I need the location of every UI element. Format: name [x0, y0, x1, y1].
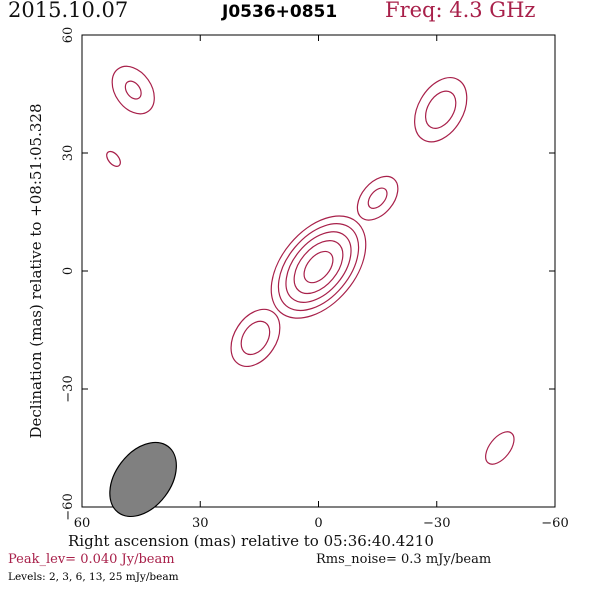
component-NW-mid: [356, 175, 399, 221]
component-NW-far: [414, 77, 468, 143]
contour-ring: [356, 175, 399, 221]
rms-noise: Rms_noise= 0.3 mJy/beam: [316, 552, 492, 567]
y-tick-label: −30: [61, 375, 76, 402]
contour-levels: Levels: 2, 3, 6, 13, 25 mJy/beam: [8, 571, 179, 583]
x-tick-label: 60: [74, 516, 91, 531]
y-tick-label: 0: [61, 267, 76, 275]
contour-ring: [293, 240, 344, 295]
contour-ring: [485, 431, 515, 465]
contour-ring: [240, 320, 271, 356]
component-core: [270, 215, 367, 319]
contour-ring: [424, 90, 457, 129]
contour-ring: [414, 77, 468, 143]
y-tick-label: −60: [61, 493, 76, 520]
x-tick-label: 30: [192, 516, 209, 531]
y-tick-label: 60: [61, 27, 76, 44]
contour-ring: [124, 80, 142, 100]
beam-ellipse: [109, 441, 177, 518]
peak-level: Peak_lev= 0.040 Jy/beam: [8, 552, 175, 567]
contour-ring: [277, 223, 360, 312]
contour-layer: [106, 65, 515, 465]
observation-date: 2015.10.07: [8, 0, 129, 22]
contour-ring: [111, 65, 155, 115]
source-name: J0536+0851: [222, 2, 338, 22]
x-tick-label: −60: [541, 516, 568, 531]
contour-ring: [285, 231, 352, 303]
component-NE-jet-far: [111, 65, 155, 115]
x-axis-label: Right ascension (mas) relative to 05:36:…: [68, 532, 434, 550]
frequency-label: Freq: 4.3 GHz: [385, 0, 536, 22]
y-tick-label: 30: [61, 145, 76, 162]
contour-ring: [367, 187, 388, 209]
axis-ticks: 60 30 0 −30 −60 −60 −30 0 30 60: [61, 27, 569, 531]
x-tick-label: −30: [423, 516, 450, 531]
component-SW-far: [485, 431, 515, 465]
beam-layer: [109, 441, 177, 518]
component-NE-small: [106, 150, 121, 167]
contour-ring: [270, 215, 367, 319]
x-tick-label: 0: [314, 516, 322, 531]
y-axis-label: Declination (mas) relative to +08:51:05.…: [27, 103, 45, 438]
contour-ring: [106, 150, 121, 167]
contour-ring: [303, 250, 334, 284]
